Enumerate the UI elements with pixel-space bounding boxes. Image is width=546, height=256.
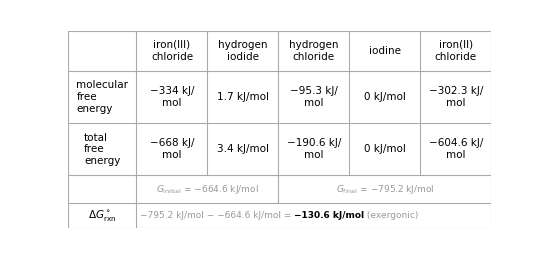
- Text: iron(II)
chloride: iron(II) chloride: [435, 40, 477, 61]
- Text: 0 kJ/mol: 0 kJ/mol: [364, 144, 406, 154]
- Text: −604.6 kJ/
mol: −604.6 kJ/ mol: [429, 138, 483, 160]
- Text: $G_\mathrm{final}$ = −795.2 kJ/mol: $G_\mathrm{final}$ = −795.2 kJ/mol: [336, 183, 434, 196]
- Text: molecular
free
energy: molecular free energy: [76, 80, 128, 114]
- Text: −95.3 kJ/
mol: −95.3 kJ/ mol: [290, 86, 338, 108]
- Text: 3.4 kJ/mol: 3.4 kJ/mol: [217, 144, 269, 154]
- Text: −668 kJ/
mol: −668 kJ/ mol: [150, 138, 194, 160]
- Text: iodine: iodine: [369, 46, 401, 56]
- Text: −302.3 kJ/
mol: −302.3 kJ/ mol: [429, 86, 483, 108]
- Text: iron(III)
chloride: iron(III) chloride: [151, 40, 193, 61]
- Text: $\Delta G^\circ_\mathrm{rxn}$: $\Delta G^\circ_\mathrm{rxn}$: [88, 208, 116, 223]
- Text: −795.2 kJ/mol − −664.6 kJ/mol =: −795.2 kJ/mol − −664.6 kJ/mol =: [140, 211, 294, 220]
- Text: total
free
energy: total free energy: [84, 133, 121, 166]
- Text: −334 kJ/
mol: −334 kJ/ mol: [150, 86, 194, 108]
- Text: hydrogen
iodide: hydrogen iodide: [218, 40, 268, 61]
- Text: $G_\mathrm{initial}$ = −664.6 kJ/mol: $G_\mathrm{initial}$ = −664.6 kJ/mol: [156, 183, 259, 196]
- Text: −190.6 kJ/
mol: −190.6 kJ/ mol: [287, 138, 341, 160]
- Text: −130.6 kJ/mol: −130.6 kJ/mol: [294, 211, 364, 220]
- Text: hydrogen
chloride: hydrogen chloride: [289, 40, 339, 61]
- Text: 0 kJ/mol: 0 kJ/mol: [364, 92, 406, 102]
- Text: (exergonic): (exergonic): [364, 211, 418, 220]
- Text: 1.7 kJ/mol: 1.7 kJ/mol: [217, 92, 269, 102]
